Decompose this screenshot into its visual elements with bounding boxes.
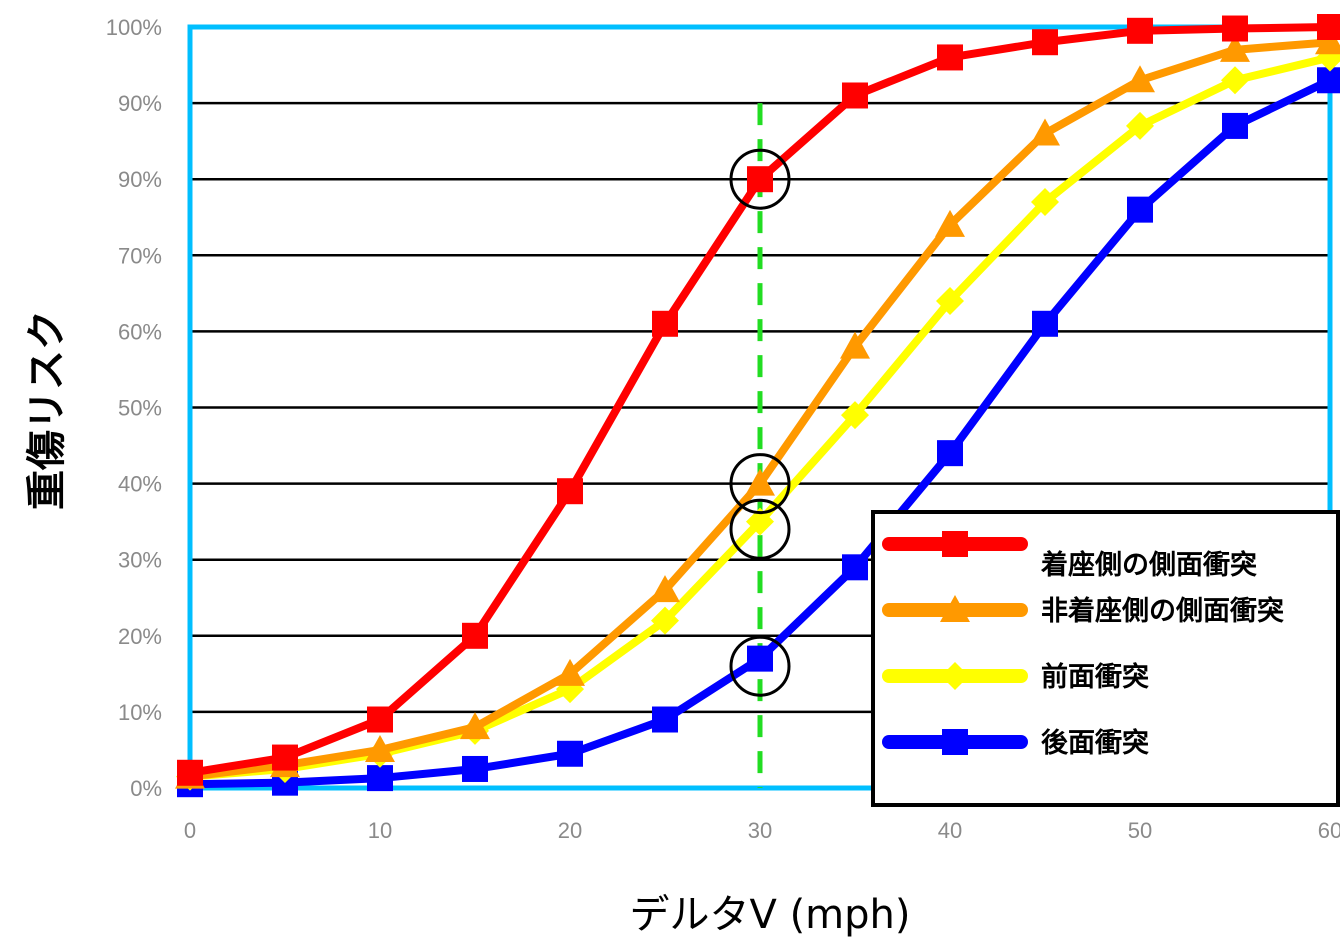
y-tick-label: 30% — [118, 548, 162, 573]
data-point — [460, 712, 490, 740]
legend-entry: 非着座側の側面衝突 — [1041, 595, 1284, 627]
data-point — [935, 209, 965, 237]
legend-box — [871, 510, 1340, 807]
y-axis-label: 重傷リスク — [24, 310, 70, 510]
y-tick-label: 70% — [118, 243, 162, 268]
data-point — [651, 606, 679, 635]
highlight-circle — [729, 635, 791, 697]
x-tick-label: 0 — [184, 818, 196, 843]
y-tick-label: 0% — [130, 776, 162, 801]
data-point — [365, 734, 395, 762]
data-point — [841, 401, 869, 430]
data-point — [747, 645, 773, 672]
x-tick-label: 10 — [368, 818, 392, 843]
data-point — [940, 595, 970, 622]
data-point — [272, 744, 298, 771]
data-point — [1221, 66, 1249, 95]
y-tick-label: 90% — [118, 91, 162, 116]
data-point — [1032, 29, 1058, 56]
data-point — [941, 662, 969, 690]
data-point — [746, 507, 774, 536]
legend-entry: 前面衝突 — [1041, 661, 1149, 693]
legend-entry: 着座側の側面衝突 — [1040, 549, 1257, 581]
data-point — [1317, 67, 1340, 94]
data-point — [1126, 111, 1154, 140]
data-point — [1031, 188, 1059, 217]
data-point — [1317, 14, 1340, 40]
data-point — [1030, 118, 1060, 146]
x-axis-label: デルタV (mph) — [630, 892, 911, 938]
data-point — [177, 759, 203, 786]
data-point — [652, 706, 678, 733]
data-point — [462, 622, 488, 649]
data-point — [557, 740, 583, 767]
y-tick-label: 100% — [106, 15, 162, 40]
data-point — [1032, 310, 1058, 337]
data-point — [842, 82, 868, 109]
data-point — [652, 310, 678, 337]
data-point — [555, 658, 585, 686]
y-tick-label: 90% — [118, 167, 162, 192]
y-tick-label: 50% — [118, 396, 162, 421]
y-tick-label: 40% — [118, 472, 162, 497]
data-point — [937, 44, 963, 71]
data-point — [1220, 34, 1250, 62]
data-point — [462, 755, 488, 782]
x-tick-label: 40 — [938, 818, 962, 843]
legend-entry: 後面衝突 — [1041, 727, 1149, 759]
data-point — [650, 575, 680, 603]
data-point — [747, 166, 773, 193]
data-point — [936, 286, 964, 315]
y-tick-label: 10% — [118, 700, 162, 725]
data-point — [942, 729, 968, 755]
data-point — [745, 468, 775, 496]
data-point — [1127, 17, 1153, 44]
highlight-circle — [729, 148, 791, 210]
data-point — [937, 440, 963, 467]
data-point — [367, 765, 393, 792]
data-point — [942, 531, 968, 557]
data-point — [1127, 196, 1153, 223]
x-tick-label: 20 — [558, 818, 582, 843]
data-point — [367, 706, 393, 733]
highlight-circle — [729, 453, 791, 515]
x-tick-label: 30 — [748, 818, 772, 843]
x-tick-label: 60 — [1318, 818, 1340, 843]
y-tick-label: 60% — [118, 319, 162, 344]
x-tick-label: 50 — [1128, 818, 1152, 843]
data-point — [840, 331, 870, 359]
data-point — [557, 478, 583, 505]
y-tick-label: 20% — [118, 624, 162, 649]
data-point — [1125, 65, 1155, 93]
data-point — [1222, 15, 1248, 42]
data-point — [842, 554, 868, 581]
data-point — [1222, 112, 1248, 139]
highlight-circle — [729, 498, 791, 560]
